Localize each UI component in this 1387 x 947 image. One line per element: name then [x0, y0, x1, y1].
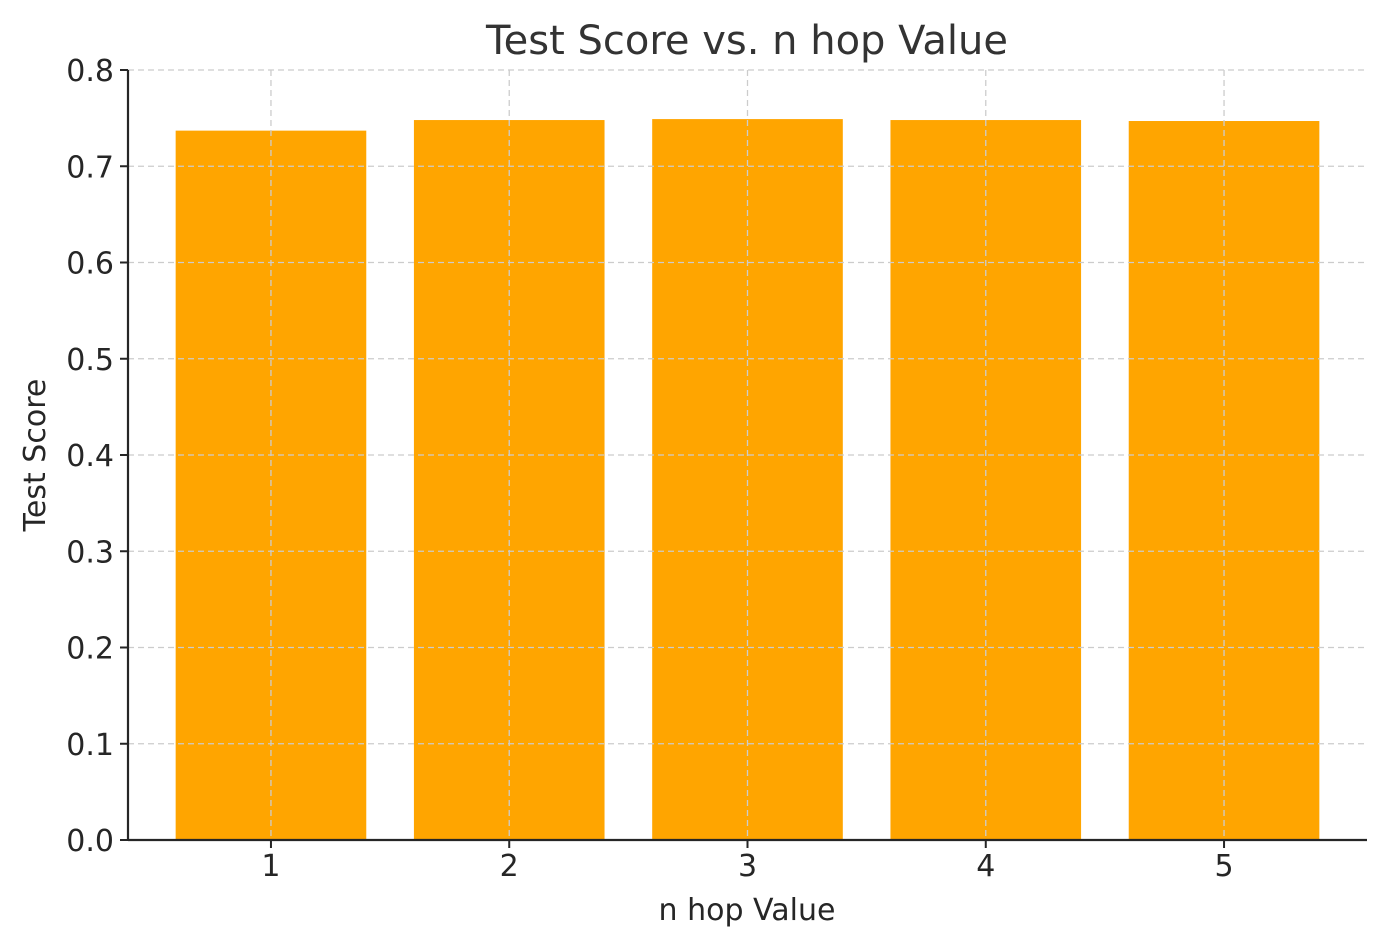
- y-tick-label: 0.7: [66, 150, 114, 185]
- x-axis-label: n hop Value: [659, 893, 836, 928]
- x-tick-label: 1: [261, 849, 280, 884]
- x-tick-label: 3: [738, 849, 757, 884]
- y-tick-label: 0.2: [66, 632, 114, 667]
- y-axis-label: Test Score: [18, 379, 53, 533]
- chart-title: Test Score vs. n hop Value: [485, 18, 1008, 64]
- y-tick-label: 0.1: [66, 728, 114, 763]
- x-ticks: 1 2 3 4 5: [261, 840, 1234, 884]
- x-tick-label: 5: [1214, 849, 1233, 884]
- y-tick-label: 0.4: [66, 439, 114, 474]
- y-tick-label: 0.0: [66, 824, 114, 859]
- bar-3: [652, 119, 843, 840]
- y-tick-label: 0.6: [66, 247, 114, 282]
- y-ticks: 0.0 0.1 0.2 0.3 0.4 0.5 0.6 0.7 0.8: [66, 54, 128, 859]
- x-tick-label: 2: [500, 849, 519, 884]
- y-tick-label: 0.3: [66, 535, 114, 570]
- grid-lines: [128, 69, 1367, 841]
- y-tick-label: 0.8: [66, 54, 114, 89]
- x-tick-label: 4: [976, 849, 995, 884]
- y-tick-label: 0.5: [66, 343, 114, 378]
